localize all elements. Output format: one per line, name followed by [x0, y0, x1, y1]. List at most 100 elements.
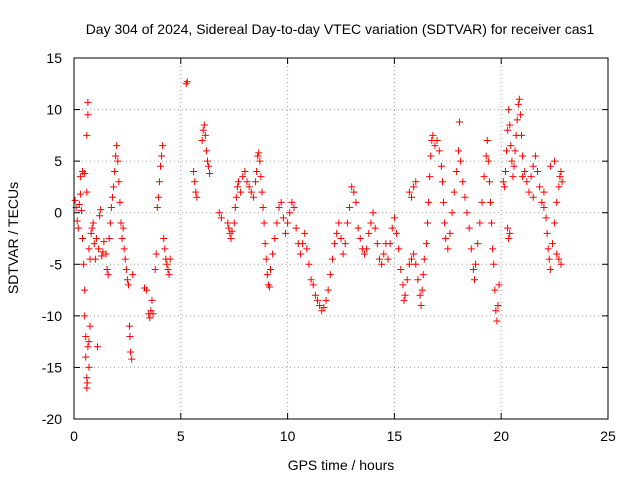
data-point [275, 204, 283, 212]
data-point [103, 265, 111, 273]
data-point [85, 363, 93, 371]
data-point [504, 126, 512, 134]
data-point [255, 149, 263, 157]
data-point [148, 296, 156, 304]
x-tick-label: 20 [493, 428, 509, 444]
data-point [508, 157, 516, 165]
data-point [165, 271, 173, 279]
data-point [515, 95, 523, 103]
data-point [241, 167, 249, 175]
data-point [553, 198, 561, 206]
data-point [506, 229, 514, 237]
data-point [521, 167, 529, 175]
data-point [322, 296, 330, 304]
data-point [503, 147, 511, 155]
data-point [378, 260, 386, 268]
y-tick-label: 10 [46, 102, 62, 118]
data-point [100, 238, 108, 246]
data-point [465, 224, 473, 232]
data-point [271, 235, 279, 242]
y-tick-label: -15 [42, 359, 62, 375]
data-point [363, 245, 371, 253]
data-point [452, 167, 460, 175]
data-point [182, 80, 190, 88]
data-point [478, 198, 486, 206]
data-point [517, 131, 525, 139]
data-point [71, 196, 79, 204]
data-point [260, 219, 268, 227]
data-point [224, 219, 232, 227]
data-point [422, 240, 430, 248]
data-point [331, 240, 339, 248]
data-point [360, 250, 368, 258]
data-point [161, 245, 169, 253]
data-point [215, 209, 223, 217]
data-point [237, 188, 245, 196]
data-point [97, 206, 105, 214]
data-point [545, 255, 553, 263]
y-tick-label: -20 [42, 411, 62, 427]
data-point [83, 379, 91, 387]
data-point [437, 162, 445, 170]
data-point [307, 276, 315, 284]
data-point [227, 235, 235, 242]
data-point [233, 183, 241, 191]
data-point [386, 240, 394, 248]
data-point [399, 281, 407, 289]
data-point [407, 255, 415, 263]
data-point [354, 224, 362, 232]
data-point [548, 240, 556, 248]
data-point [333, 229, 341, 237]
data-point [405, 188, 413, 196]
data-point [540, 204, 548, 212]
data-point [555, 255, 563, 263]
data-point [231, 204, 239, 212]
data-point [84, 111, 92, 119]
data-point [299, 240, 307, 248]
data-point [81, 170, 89, 178]
data-point [126, 322, 134, 330]
data-point [111, 167, 119, 175]
data-point [84, 343, 92, 351]
y-tick-label: 0 [54, 205, 62, 221]
data-point [536, 183, 544, 191]
data-point [252, 178, 260, 186]
data-point [507, 142, 515, 150]
data-point [546, 265, 554, 273]
data-point [301, 229, 309, 237]
data-point [513, 116, 521, 124]
y-tick-label: -5 [50, 256, 63, 272]
data-point [154, 193, 162, 201]
data-point [120, 245, 128, 253]
data-point [356, 235, 364, 242]
data-point [115, 178, 123, 186]
data-point [328, 255, 336, 263]
data-point [461, 193, 469, 201]
data-point [511, 147, 519, 155]
data-point [261, 240, 269, 248]
data-point [494, 302, 502, 310]
data-point [76, 190, 84, 198]
data-point [160, 235, 168, 242]
data-point [239, 173, 247, 181]
data-point [414, 276, 422, 284]
data-point [519, 173, 527, 181]
data-point [263, 271, 271, 279]
data-point [80, 260, 88, 268]
data-point [191, 178, 199, 186]
x-axis-label: GPS time / hours [288, 457, 395, 473]
data-point [76, 173, 84, 181]
data-point [121, 255, 129, 263]
data-point [81, 312, 89, 320]
data-point [388, 224, 396, 232]
data-point [153, 204, 161, 212]
data-point [198, 137, 206, 145]
data-point [284, 219, 292, 227]
data-point [474, 240, 482, 248]
data-point [309, 281, 317, 289]
data-point [96, 212, 104, 220]
data-point [201, 131, 209, 139]
data-point [557, 167, 565, 175]
data-point [501, 167, 509, 175]
data-point [262, 255, 270, 263]
